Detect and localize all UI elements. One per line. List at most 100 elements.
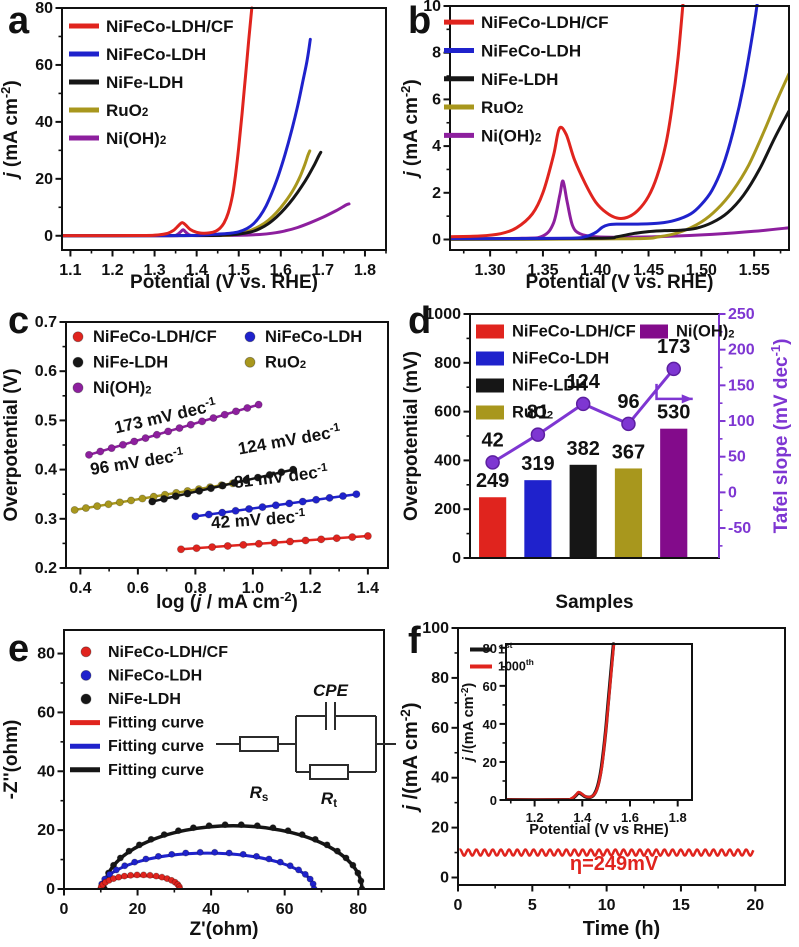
x-axis: 1.2 1.4 1.6 1.8 [509, 800, 687, 825]
y-tick-label: 800 [434, 354, 461, 371]
series-Ni(OH)2 [85, 400, 263, 459]
equivalent-circuit-diagram: CPE Rs Rt [216, 681, 396, 810]
legend: NiFeCo-LDH/CF NiFeCo-LDH NiFe-LDH Fitting c… [70, 643, 228, 778]
x-tick-label: 0.4 [69, 580, 91, 597]
panel-c: c 0.4 0.6 0.8 1.0 1.2 1.4 log (j / mA cm-2) 0.2… [0, 300, 400, 620]
series-cycle-1000 [505, 642, 616, 801]
y-tick-label: 40 [431, 769, 449, 786]
bar-value-label: 367 [612, 441, 645, 463]
axis-pointer-arrow [655, 383, 693, 401]
panel-letter-a: a [8, 0, 30, 42]
y-tick-label: 20 [37, 822, 55, 839]
series-NiFeCo-LDH [449, 4, 759, 241]
x-axis-label: Potential (V vs RHE) [529, 822, 669, 838]
y-axis-label: j /(mA cm-2) [400, 702, 422, 813]
bar-value-label: 530 [657, 402, 690, 424]
y-tick-label: 2 [432, 184, 441, 201]
series-NiFeCo-LDH [191, 490, 361, 521]
y-tick-label: 0.3 [35, 510, 57, 527]
legend-label: Fitting curve [108, 714, 204, 731]
tafel-point [530, 427, 546, 442]
series-Ni(OH)2 [61, 202, 351, 238]
legend: NiFeCo-LDH/CF NiFe-LDH Ni(OH)2 NiFeCo-LDH Ru… [72, 328, 362, 397]
x-axis-label: log (j / mA cm-2) [156, 589, 298, 613]
x-tick-label: 20 [746, 897, 764, 914]
y-tick-label: 4 [432, 138, 441, 155]
y-axis-label: j /(mA cm-2) [460, 683, 477, 764]
y-axis: 0 200 400 600 800 1000 [425, 306, 470, 567]
bar-value-label: 249 [476, 470, 509, 492]
tafel-value-label: 173 [657, 336, 690, 358]
x-tick-label: 1.5 [228, 262, 250, 279]
y-tick-label: 0.5 [35, 412, 57, 429]
y2-tick-label: 100 [728, 413, 755, 430]
bar-value-label: 319 [521, 453, 554, 475]
y-axis: 0 20 40 60 80 100 [422, 620, 458, 886]
legend-label: 1000th [498, 657, 534, 674]
x-tick-label: 10 [598, 897, 616, 914]
panel-d-chart: 249 319 382 367 530 42 81 124 96 173 Samples 0 200 40… [401, 306, 792, 614]
x-tick-label: 1.8 [354, 262, 376, 279]
y-tick-label: 0.7 [35, 314, 57, 331]
tafel-point [575, 396, 591, 412]
legend-label: NiFeCo-LDH [265, 328, 362, 346]
panel-letter-b: b [408, 0, 432, 42]
y2-axis: -50 0 50 100 150 200 250 [719, 306, 755, 547]
x-tick-label: 1.55 [739, 262, 770, 279]
x-tick-label: 1.4 [357, 580, 379, 597]
y-axis: 0.2 0.3 0.4 0.5 0.6 0.7 [35, 314, 66, 577]
y-tick-label: 0 [46, 881, 55, 898]
x-tick-label: 1.7 [312, 262, 334, 279]
x-tick-label: 15 [672, 897, 690, 914]
plot-frame [63, 629, 385, 890]
y2-tick-label: 200 [728, 341, 755, 358]
y-tick-label: 20 [483, 754, 497, 769]
rs-label: Rs [250, 783, 269, 804]
y-tick-label: 80 [37, 645, 55, 662]
panel-f-chart: 0 5 10 15 20 Time (h) 0 20 40 60 80 100 j /(mA cm-2)… [400, 620, 786, 940]
panel-letter-c: c [8, 300, 30, 342]
y-axis-label: j (mA cm-2) [400, 79, 422, 179]
y2-axis-label: Tafel slope (mV dec-1) [768, 339, 792, 534]
bar-1 [524, 480, 552, 558]
legend-label: 1st [498, 640, 513, 657]
bar-series: 249 319 382 367 530 [476, 402, 690, 558]
x-tick-label: 20 [129, 901, 147, 918]
legend-label: NiFeCo-LDH [481, 41, 581, 60]
y-tick-label: 20 [35, 170, 53, 187]
annotation: 124 mV dec-1 [236, 421, 342, 458]
x-axis: 1.30 1.35 1.40 1.45 1.50 1.55 [462, 250, 782, 279]
x-tick-label: 1.4 [573, 810, 592, 825]
y-tick-label: 80 [35, 0, 53, 17]
tafel-value-label: 81 [527, 402, 549, 424]
y-tick-label: 1000 [425, 306, 461, 323]
legend-label: NiFeCo-LDH [512, 350, 609, 368]
series-NiFeCo-LDH/CF [176, 532, 372, 554]
x-tick-label: 80 [349, 901, 367, 918]
y-tick-label: 0 [432, 231, 441, 248]
legend-label: NiFeCo-LDH/CF [93, 328, 217, 346]
panel-a-chart: 1.1 1.2 1.3 1.4 1.5 1.6 1.7 1.8 Potential (V vs.… [0, 0, 387, 293]
resistor-rs [239, 736, 279, 752]
tafel-point [621, 416, 636, 432]
plot-frame [61, 7, 387, 251]
series-NiFeCo-LDH [97, 848, 318, 890]
x-axis: 1.1 1.2 1.3 1.4 1.5 1.6 1.7 1.8 [59, 250, 387, 279]
bar-2 [569, 464, 597, 558]
x-axis-label: Potential (V vs. RHE) [130, 272, 318, 293]
rt-label: Rt [321, 789, 337, 810]
legend-label: NiFeCo-LDH [106, 45, 206, 64]
x-tick-label: 60 [276, 901, 294, 918]
legend-label: NiFeCo-LDH/CF [512, 323, 636, 341]
series-NiFeCo-LDH/CF [449, 4, 685, 239]
y-tick-label: 60 [431, 719, 449, 736]
legend-label: Fitting curve [108, 761, 204, 778]
legend-label: Fitting curve [108, 738, 204, 755]
legend-label: RuO2 [512, 404, 553, 422]
y-tick-label: 100 [422, 620, 449, 637]
legend: NiFeCo-LDH/CF NiFeCo-LDH NiFe-LDH RuO2 Ni(OH… [476, 323, 735, 422]
y-tick-label: 0 [490, 793, 497, 808]
